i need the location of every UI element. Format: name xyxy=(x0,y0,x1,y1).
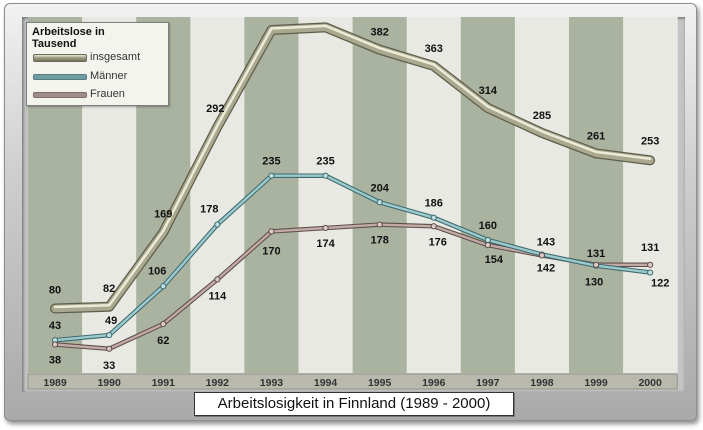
point-maenner-2000 xyxy=(647,269,654,276)
point-frauen-1999 xyxy=(592,261,600,268)
data-label-frauen-1995: 178 xyxy=(370,235,388,247)
data-label-insgesamt-1995: 382 xyxy=(370,27,388,39)
data-label-maenner-1991: 106 xyxy=(148,265,166,277)
data-label-insgesamt-1990: 82 xyxy=(103,283,115,295)
data-label-maenner-1992: 178 xyxy=(200,204,218,216)
point-maenner-1990 xyxy=(106,332,113,339)
band-1998 xyxy=(514,17,570,373)
band-1992 xyxy=(190,17,245,373)
data-label-maenner-1998: 143 xyxy=(537,237,555,249)
point-frauen-1991 xyxy=(160,320,167,328)
data-label-frauen-2000: 131 xyxy=(641,242,659,254)
x-axis-tick-labels: 1989 1990 1991 1992 1993 1994 1995 1996 1997 1998… xyxy=(43,377,662,389)
legend: Arbeitslose in Tausend insgesamt Männer … xyxy=(26,22,169,106)
data-label-insgesamt-1989: 80 xyxy=(49,285,61,297)
data-label-maenner-1996: 186 xyxy=(425,198,443,210)
data-label-maenner-1993: 235 xyxy=(262,156,280,168)
point-maenner-1994 xyxy=(322,172,329,179)
data-label-frauen-1993: 170 xyxy=(262,245,280,257)
data-label-maenner-2000: 122 xyxy=(651,278,669,290)
data-label-maenner-1990: 49 xyxy=(105,315,117,327)
x-tick-2000: 2000 xyxy=(638,377,662,389)
data-label-frauen-1999: 131 xyxy=(587,248,605,260)
legend-label-insgesamt: insgesamt xyxy=(90,51,141,63)
data-label-insgesamt-1991: 169 xyxy=(154,208,172,220)
chart-caption: Arbeitslosigkeit in Finnland (1989 - 200… xyxy=(194,392,514,416)
point-frauen-1990 xyxy=(106,345,113,352)
point-maenner-1993 xyxy=(268,172,275,179)
data-label-insgesamt-1997: 314 xyxy=(479,85,498,97)
data-label-frauen-1996: 176 xyxy=(429,236,447,248)
x-axis-band xyxy=(27,373,678,390)
legend-swatch-frauen xyxy=(33,92,87,98)
point-maenner-1996 xyxy=(430,214,437,221)
band-2000 xyxy=(623,17,678,373)
series-line-maenner xyxy=(53,174,652,342)
point-frauen-1989 xyxy=(51,341,59,348)
data-label-maenner-1994: 235 xyxy=(316,156,334,168)
data-label-insgesamt-1999: 261 xyxy=(587,130,605,142)
data-label-frauen-1991: 62 xyxy=(157,335,169,347)
series-line-insgesamt-highlight xyxy=(53,24,652,309)
data-label-maenner-1997: 160 xyxy=(479,220,497,232)
x-tick-1989: 1989 xyxy=(43,377,67,389)
data-label-frauen-1997: 154 xyxy=(485,254,504,266)
data-label-frauen-1994: 174 xyxy=(316,238,335,250)
point-frauen-1994 xyxy=(322,224,329,232)
x-axis-band-rect xyxy=(27,373,678,390)
band-1997 xyxy=(460,17,516,373)
data-label-frauen-1992: 114 xyxy=(208,290,227,302)
data-label-insgesamt-1992: 292 xyxy=(206,103,224,115)
point-maenner-1992 xyxy=(214,221,221,228)
data-label-insgesamt-1993: 405 xyxy=(262,17,280,20)
band-1999 xyxy=(569,17,624,373)
x-tick-1991: 1991 xyxy=(152,377,176,389)
legend-swatch-maenner xyxy=(33,74,87,80)
x-tick-1997: 1997 xyxy=(476,377,500,389)
point-frauen-1998 xyxy=(538,252,546,259)
legend-item-frauen: Frauen xyxy=(31,87,166,101)
x-tick-1995: 1995 xyxy=(368,377,392,389)
legend-title: Arbeitslose in Tausend xyxy=(32,26,105,50)
point-frauen-1996 xyxy=(430,223,437,230)
legend-swatch-insgesamt xyxy=(33,54,87,62)
data-label-insgesamt-2000: 253 xyxy=(641,135,659,147)
chart-frame: 1989 1990 1991 1992 1993 1994 1995 1996 1997 1998… xyxy=(4,3,697,421)
data-label-frauen-1998: 142 xyxy=(537,262,555,274)
legend-item-insgesamt: insgesamt xyxy=(31,50,166,64)
x-tick-1993: 1993 xyxy=(260,377,284,389)
x-tick-1990: 1990 xyxy=(97,377,121,389)
band-1994 xyxy=(298,17,354,373)
data-label-frauen-1990: 33 xyxy=(103,360,115,372)
point-frauen-1992 xyxy=(214,276,221,283)
point-maenner-1997 xyxy=(484,236,491,244)
series-lines xyxy=(50,22,656,352)
x-tick-1992: 1992 xyxy=(206,377,230,389)
data-labels: 8082169292405408382363314285261253434910… xyxy=(49,17,669,372)
point-maenner-1995 xyxy=(376,199,383,206)
data-label-maenner-1995: 204 xyxy=(370,182,389,194)
x-tick-1996: 1996 xyxy=(422,377,446,389)
point-frauen-1995 xyxy=(376,221,383,228)
legend-item-maenner: Männer xyxy=(31,69,166,83)
x-tick-1994: 1994 xyxy=(314,377,338,389)
point-frauen-1997 xyxy=(484,242,491,249)
data-label-insgesamt-1996: 363 xyxy=(425,43,443,55)
data-label-maenner-1989: 43 xyxy=(49,320,61,332)
point-maenner-1991 xyxy=(160,283,167,290)
x-tick-1998: 1998 xyxy=(530,377,554,389)
legend-label-frauen: Frauen xyxy=(90,88,125,100)
point-frauen-2000 xyxy=(647,261,654,268)
data-label-insgesamt-1998: 285 xyxy=(533,110,551,122)
legend-label-maenner: Männer xyxy=(90,70,128,82)
data-label-frauen-1989: 38 xyxy=(49,355,61,367)
point-frauen-1993 xyxy=(268,228,275,235)
x-tick-1999: 1999 xyxy=(584,377,608,389)
data-label-maenner-1999: 130 xyxy=(585,277,603,289)
